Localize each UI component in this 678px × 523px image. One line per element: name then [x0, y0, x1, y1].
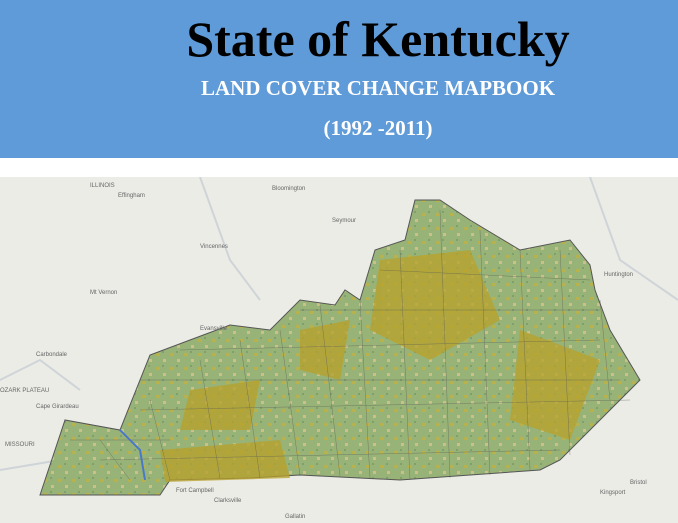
- place-label: Cape Girardeau: [36, 404, 79, 410]
- place-label: OZARK PLATEAU: [0, 388, 49, 394]
- title: State of Kentucky: [186, 11, 570, 67]
- place-label: Vincennes: [200, 244, 228, 250]
- place-label: Evansville: [200, 326, 228, 332]
- place-label: Clarksville: [214, 498, 242, 504]
- place-label: Fort Campbell: [176, 488, 214, 494]
- place-label: Mt Vernon: [90, 290, 117, 296]
- place-label: Huntington: [604, 272, 633, 278]
- header-banner: State of Kentucky LAND COVER CHANGE MAPB…: [0, 0, 678, 158]
- years: (1992 -2011): [323, 116, 433, 140]
- map: ILLINOIS Effingham Bloomington Seymour V…: [0, 177, 678, 523]
- county-lines: [70, 209, 631, 481]
- place-label: Bloomington: [272, 186, 305, 192]
- change-areas: [160, 250, 600, 482]
- place-label: Carbondale: [36, 352, 68, 358]
- place-label: ILLINOIS: [90, 183, 115, 189]
- place-label: Effingham: [118, 193, 145, 199]
- subtitle: LAND COVER CHANGE MAPBOOK: [200, 76, 556, 100]
- roads: [0, 177, 678, 471]
- place-label: Seymour: [332, 218, 356, 224]
- place-label: Gallatin: [285, 514, 305, 520]
- place-label: Bristol: [630, 480, 647, 486]
- place-label: MISSOURI: [5, 442, 35, 448]
- river: [119, 429, 146, 481]
- place-label: Kingsport: [600, 490, 626, 496]
